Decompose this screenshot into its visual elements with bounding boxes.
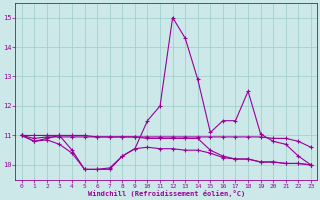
X-axis label: Windchill (Refroidissement éolien,°C): Windchill (Refroidissement éolien,°C) — [88, 190, 245, 197]
